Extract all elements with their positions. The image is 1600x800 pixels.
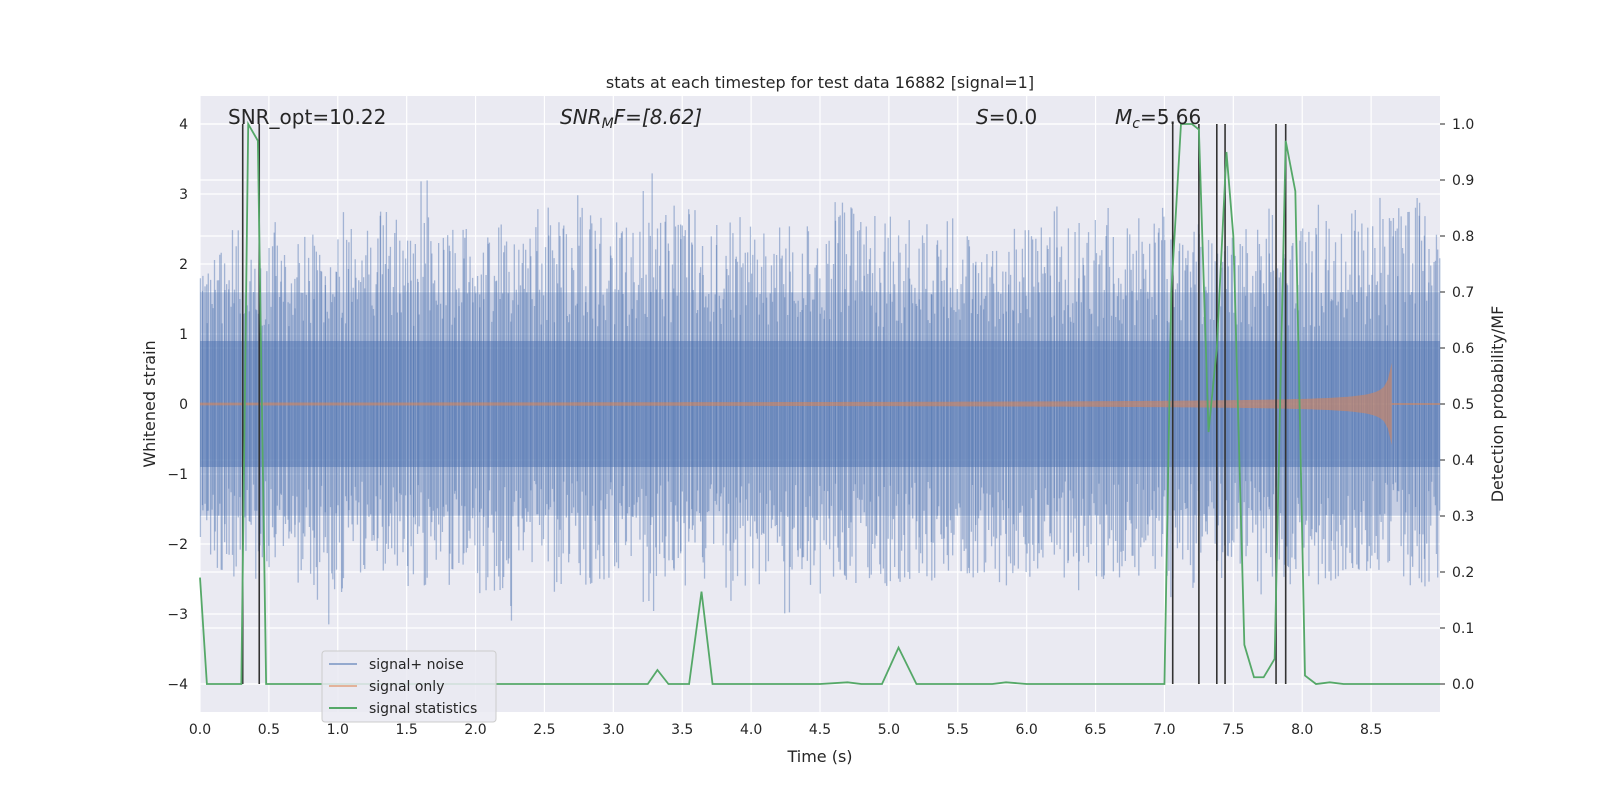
y-right-tick-label: 0.4 [1452, 453, 1474, 469]
x-tick-label: 5.5 [947, 722, 969, 738]
y-right-tick-label: 0.7 [1452, 285, 1474, 301]
x-tick-labels: 0.0 0.5 1.0 1.5 2.0 2.5 3.0 3.5 4.0 4.5 5.0 5.5 6.0 6… [189, 722, 1382, 738]
y-right-tick-label: 0.6 [1452, 341, 1474, 357]
y-right-tick-labels: 0.0 0.1 0.2 0.3 0.4 0.5 0.6 0.7 0.8 0.9 1.0 [1452, 117, 1474, 693]
y-tick-label: −4 [167, 677, 188, 693]
legend-label-signal: signal only [369, 679, 444, 695]
x-tick-label: 3.5 [671, 722, 693, 738]
x-tick-label: 5.0 [878, 722, 900, 738]
x-tick-label: 6.0 [1016, 722, 1038, 738]
x-axis-label: Time (s) [786, 747, 852, 766]
mc-base: M [1115, 105, 1132, 129]
mc-sub: c [1132, 116, 1140, 132]
y-tick-labels: −4 −3 −2 −1 0 1 2 3 4 [167, 117, 188, 693]
y-tick-label: 3 [179, 187, 188, 203]
x-tick-label: 3.0 [602, 722, 624, 738]
x-tick-label: 2.0 [464, 722, 486, 738]
y-tick-label: −2 [167, 537, 188, 553]
annotation-s: S=0.0 [976, 105, 1037, 129]
y-right-tick-label: 0.1 [1452, 621, 1474, 637]
y-right-tick-label: 0.8 [1452, 229, 1474, 245]
x-tick-label: 7.0 [1153, 722, 1175, 738]
x-tick-label: 1.5 [396, 722, 418, 738]
y-tick-label: 2 [179, 257, 188, 273]
annotation-snr-mf: SNRMF=[8.62] [560, 105, 702, 132]
annotation-mc: Mc=5.66 [1115, 105, 1201, 132]
y-right-tick-label: 0.3 [1452, 509, 1474, 525]
mc-value: =5.66 [1140, 105, 1201, 129]
y-axis-label: Whitened strain [140, 340, 159, 467]
legend-label-noise: signal+ noise [369, 657, 464, 673]
annotation-snr-opt: SNR_opt=10.22 [228, 105, 386, 129]
y-right-tick-label: 1.0 [1452, 117, 1474, 133]
s-label: S [976, 105, 989, 129]
y-right-axis-label: Detection probability/MF [1488, 306, 1507, 503]
x-tick-label: 8.0 [1291, 722, 1313, 738]
s-value: =0.0 [989, 105, 1038, 129]
x-tick-label: 0.0 [189, 722, 211, 738]
snr-mf-base: SNR [560, 105, 602, 129]
x-tick-label: 4.5 [809, 722, 831, 738]
y-right-tick-label: 0.0 [1452, 677, 1474, 693]
signal-statistics-series [199, 120, 1440, 685]
x-tick-label: 7.5 [1222, 722, 1244, 738]
y-tick-label: 4 [179, 117, 188, 133]
x-tick-label: 8.5 [1360, 722, 1382, 738]
x-tick-label: 0.5 [258, 722, 280, 738]
snr-mf-sub: M [602, 116, 614, 132]
legend-label-stats: signal statistics [369, 701, 477, 717]
snr-mf-rest: F=[8.62] [614, 105, 702, 129]
y-right-tick-label: 0.5 [1452, 397, 1474, 413]
y-tick-label: −3 [167, 607, 188, 623]
chart-title: stats at each timestep for test data 168… [606, 73, 1034, 92]
x-tick-label: 2.5 [533, 722, 555, 738]
stats-line [199, 120, 1440, 685]
signal-only-series [200, 362, 1440, 446]
legend-box [321, 650, 497, 723]
x-tick-label: 1.0 [327, 722, 349, 738]
chirp-envelope [200, 362, 1392, 446]
y-tick-label: 1 [179, 327, 188, 343]
y-tick-label: −1 [167, 467, 188, 483]
x-tick-label: 4.0 [740, 722, 762, 738]
y-right-tick-label: 0.9 [1452, 173, 1474, 189]
y-right-tick-label: 0.2 [1452, 565, 1474, 581]
x-tick-label: 6.5 [1084, 722, 1106, 738]
legend: signal+ noise signal only signal statist… [321, 650, 497, 723]
y-tick-label: 0 [179, 397, 188, 413]
